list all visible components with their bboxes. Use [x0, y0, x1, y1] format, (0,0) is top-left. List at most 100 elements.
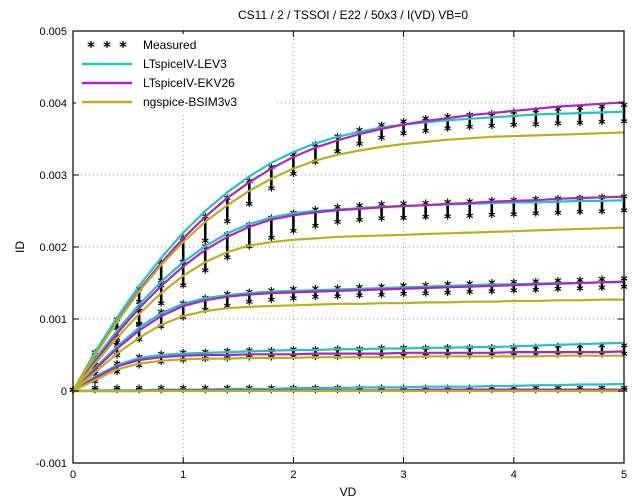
measured-point: *: [576, 103, 584, 119]
measured-point: *: [180, 355, 188, 371]
measured-point: *: [378, 351, 386, 367]
measured-point: *: [532, 119, 540, 135]
measured-point: *: [510, 209, 518, 225]
model-curve: [72, 110, 625, 392]
measured-point: *: [466, 287, 474, 303]
legend-box: [76, 34, 276, 112]
measured-point: *: [400, 385, 408, 401]
measured-point: *: [246, 199, 254, 215]
measured-point: *: [312, 157, 320, 173]
measured-point: *: [576, 341, 584, 357]
measured-point: *: [400, 129, 408, 145]
measured-point: *: [532, 342, 540, 358]
measured-point: *: [510, 350, 518, 366]
measured-point: *: [246, 297, 254, 313]
model-curve: [72, 101, 625, 392]
measured-point: *: [466, 385, 474, 401]
measured-point: *: [246, 242, 254, 258]
measured-point: *: [510, 342, 518, 358]
measured-point: *: [180, 281, 188, 297]
model-curve: [72, 195, 625, 392]
measured-point: *: [400, 289, 408, 305]
measured-point: *: [576, 118, 584, 134]
measured-point: *: [466, 350, 474, 366]
measured-point: *: [576, 283, 584, 299]
chart-title: CS11 / 2 / TSSOI / E22 / 50x3 / I(VD) VB…: [238, 8, 468, 22]
measured-point: *: [334, 217, 342, 233]
x-tick-label: 4: [511, 469, 517, 481]
measured-point: *: [246, 385, 254, 401]
y-tick-label: 0.005: [39, 26, 67, 38]
measured-point: *: [246, 176, 254, 192]
measured-point: *: [113, 367, 121, 383]
measured-point: *: [224, 217, 232, 233]
x-tick-label: 0: [70, 469, 76, 481]
measured-point: *: [135, 385, 143, 401]
measured-point: *: [268, 385, 276, 401]
measured-point: *: [356, 385, 364, 401]
legend-marker: *: [119, 38, 127, 56]
legend-label: ngspice-BSIM3v3: [143, 95, 237, 109]
measured-point: *: [400, 351, 408, 367]
measured-point: *: [488, 121, 496, 137]
measured-point: *: [113, 385, 121, 401]
measured-point: *: [91, 385, 99, 401]
measured-point: *: [157, 322, 165, 338]
model-curve: [72, 280, 625, 392]
y-axis-title: ID: [13, 241, 27, 253]
measured-point: *: [290, 352, 298, 368]
legend-marker: *: [103, 38, 111, 56]
measured-point: *: [224, 193, 232, 209]
measured-point: *: [312, 385, 320, 401]
measured-point: *: [422, 289, 430, 305]
measured-point: *: [157, 281, 165, 297]
measured-point: *: [91, 376, 99, 392]
measured-point: *: [466, 211, 474, 227]
y-tick-label: 0.003: [39, 170, 67, 182]
measured-point: *: [598, 206, 606, 222]
y-tick-label: 0.001: [39, 314, 67, 326]
y-tick-label: 0.004: [39, 98, 67, 110]
y-tick-label: 0: [61, 386, 67, 398]
measured-point: *: [290, 385, 298, 401]
model-curve: [72, 226, 625, 392]
measured-point: *: [576, 385, 584, 401]
measured-point: *: [598, 385, 606, 401]
measured-point: *: [290, 294, 298, 310]
model-curve: [72, 354, 624, 392]
measured-point: *: [400, 213, 408, 229]
measured-point: *: [378, 290, 386, 306]
model-series-ltspiceiv-ekv26: [72, 101, 625, 393]
measured-point: *: [488, 210, 496, 226]
measured-point: *: [268, 162, 276, 178]
measured-point: *: [510, 120, 518, 136]
measured-point: *: [554, 208, 562, 224]
measured-point: *: [422, 343, 430, 359]
measured-point: *: [268, 295, 276, 311]
measured-point: *: [113, 333, 121, 349]
measured-point: *: [334, 352, 342, 368]
measured-point: *: [224, 253, 232, 269]
measured-point: *: [532, 285, 540, 301]
measured-point: *: [598, 350, 606, 366]
model-curve: [72, 350, 625, 392]
legend-label: Measured: [143, 38, 196, 52]
x-tick-label: 2: [290, 469, 296, 481]
measured-point: *: [157, 299, 165, 315]
measured-point: *: [378, 214, 386, 230]
measured-point: *: [444, 343, 452, 359]
measured-point: *: [312, 292, 320, 308]
measured-point: *: [157, 385, 165, 401]
measured-point: *: [246, 353, 254, 369]
measured-point: *: [400, 343, 408, 359]
measured-point: *: [554, 119, 562, 135]
measured-point: *: [268, 353, 276, 369]
measured-point: *: [532, 209, 540, 225]
y-tick-label: -0.001: [36, 458, 67, 470]
measured-point: *: [422, 212, 430, 228]
measured-point: *: [202, 265, 210, 281]
legend-label: LTspiceIV-EKV26: [143, 76, 235, 90]
x-tick-label: 5: [621, 469, 627, 481]
measured-point: *: [202, 305, 210, 321]
